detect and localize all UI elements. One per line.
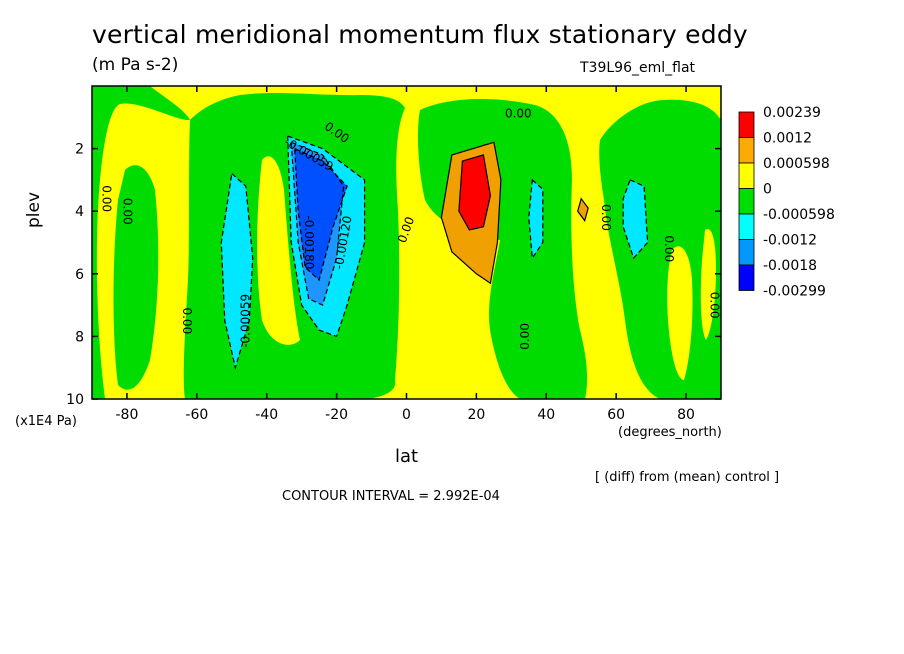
contour-line-8 bbox=[577, 197, 589, 222]
contour-line-2 bbox=[290, 141, 345, 306]
y-tick-label: 8 bbox=[75, 329, 84, 345]
contour-label-11: 0.00 bbox=[599, 204, 613, 231]
contour-label-0: 0.00 bbox=[100, 185, 114, 212]
contour-line-6 bbox=[440, 141, 502, 285]
diff-note: [ (diff) from (mean) control ] bbox=[595, 470, 780, 485]
x-tick-label: 40 bbox=[537, 407, 555, 423]
contour-line-5 bbox=[622, 179, 649, 260]
yellow-gap-north bbox=[667, 246, 693, 380]
contour-line-0 bbox=[220, 172, 254, 371]
contour-line-3 bbox=[294, 147, 348, 282]
yellow-gap-south-center bbox=[257, 156, 300, 345]
color-legend: 0.00239 0.0012 0.000598 0 -0.000598 -0.0012 -0… bbox=[738, 105, 835, 300]
legend-swatch bbox=[738, 111, 755, 138]
legend-label: -0.0012 bbox=[763, 233, 817, 249]
legend-swatch bbox=[738, 213, 755, 240]
x-tick-label: 60 bbox=[607, 407, 625, 423]
legend-swatch bbox=[738, 264, 755, 291]
y-tick-label: 2 bbox=[75, 142, 84, 158]
x-axis-ticks: -80 -60 -40 -20 0 20 40 60 80 bbox=[116, 86, 695, 423]
contour-label-2: 0.00 bbox=[180, 307, 194, 334]
contour-label-6: -0.00180 bbox=[302, 215, 316, 269]
x-tick-label: 80 bbox=[677, 407, 695, 423]
x-tick-label: 0 bbox=[402, 407, 411, 423]
x-tick-label: -40 bbox=[255, 407, 278, 423]
x-tick-label: -60 bbox=[185, 407, 208, 423]
region-5 bbox=[623, 179, 648, 259]
contour-line-1 bbox=[287, 135, 366, 338]
legend-label: -0.0018 bbox=[763, 258, 817, 274]
x-axis-unit: (degrees_north) bbox=[618, 425, 722, 440]
plot-area: 0.00 0.000.00 -0.000590.00-0.00059-0.00180… bbox=[92, 86, 722, 399]
y-tick-label: 4 bbox=[75, 204, 84, 220]
contour-interval-note: CONTOUR INTERVAL = 2.992E-04 bbox=[282, 489, 500, 504]
legend-swatch bbox=[738, 162, 755, 189]
y-axis-unit: (x1E4 Pa) bbox=[15, 414, 77, 429]
legend-label: -0.000598 bbox=[763, 207, 835, 223]
green-band-far-south bbox=[92, 86, 190, 399]
legend-swatch bbox=[738, 188, 755, 215]
green-band-south-inner bbox=[113, 165, 159, 390]
x-tick-label: -20 bbox=[325, 407, 348, 423]
y-tick-label: 6 bbox=[75, 267, 84, 283]
contour-line-4 bbox=[528, 178, 544, 260]
contour-label-13: 0.00 bbox=[708, 292, 722, 319]
legend-swatch bbox=[738, 137, 755, 164]
region-3 bbox=[294, 148, 348, 281]
legend-swatch bbox=[738, 239, 755, 266]
contour-label-10: 0.00 bbox=[518, 323, 532, 350]
legend-label: 0.0012 bbox=[763, 131, 812, 147]
chart-title: vertical meridional momentum flux statio… bbox=[92, 20, 748, 49]
contour-label-9: 0.00 bbox=[505, 107, 532, 121]
contour-lines bbox=[220, 135, 649, 371]
contour-label-1: 0.00 bbox=[120, 198, 134, 225]
contour-label-12: 0.00 bbox=[662, 235, 676, 262]
region-0 bbox=[221, 173, 253, 368]
contour-line-7 bbox=[458, 154, 492, 231]
legend-label: 0 bbox=[763, 182, 772, 198]
legend-label: -0.00299 bbox=[763, 284, 826, 300]
legend-label: 0.000598 bbox=[763, 156, 830, 172]
contour-label-3: -0.00059 bbox=[238, 294, 252, 348]
region-7 bbox=[458, 154, 491, 230]
legend-label: 0.00239 bbox=[763, 105, 821, 121]
x-axis-label: lat bbox=[395, 446, 419, 467]
x-tick-label: 20 bbox=[467, 407, 485, 423]
region-8 bbox=[577, 198, 589, 221]
yellow-gap-north-east bbox=[700, 229, 716, 340]
run-label: T39L96_eml_flat bbox=[580, 60, 696, 76]
x-tick-label: -80 bbox=[116, 407, 139, 423]
chart-units: (m Pa s-2) bbox=[92, 55, 179, 75]
y-tick-label: 10 bbox=[66, 392, 84, 408]
y-axis-ticks: 2 4 6 8 10 bbox=[66, 142, 721, 408]
region-4 bbox=[528, 179, 543, 259]
